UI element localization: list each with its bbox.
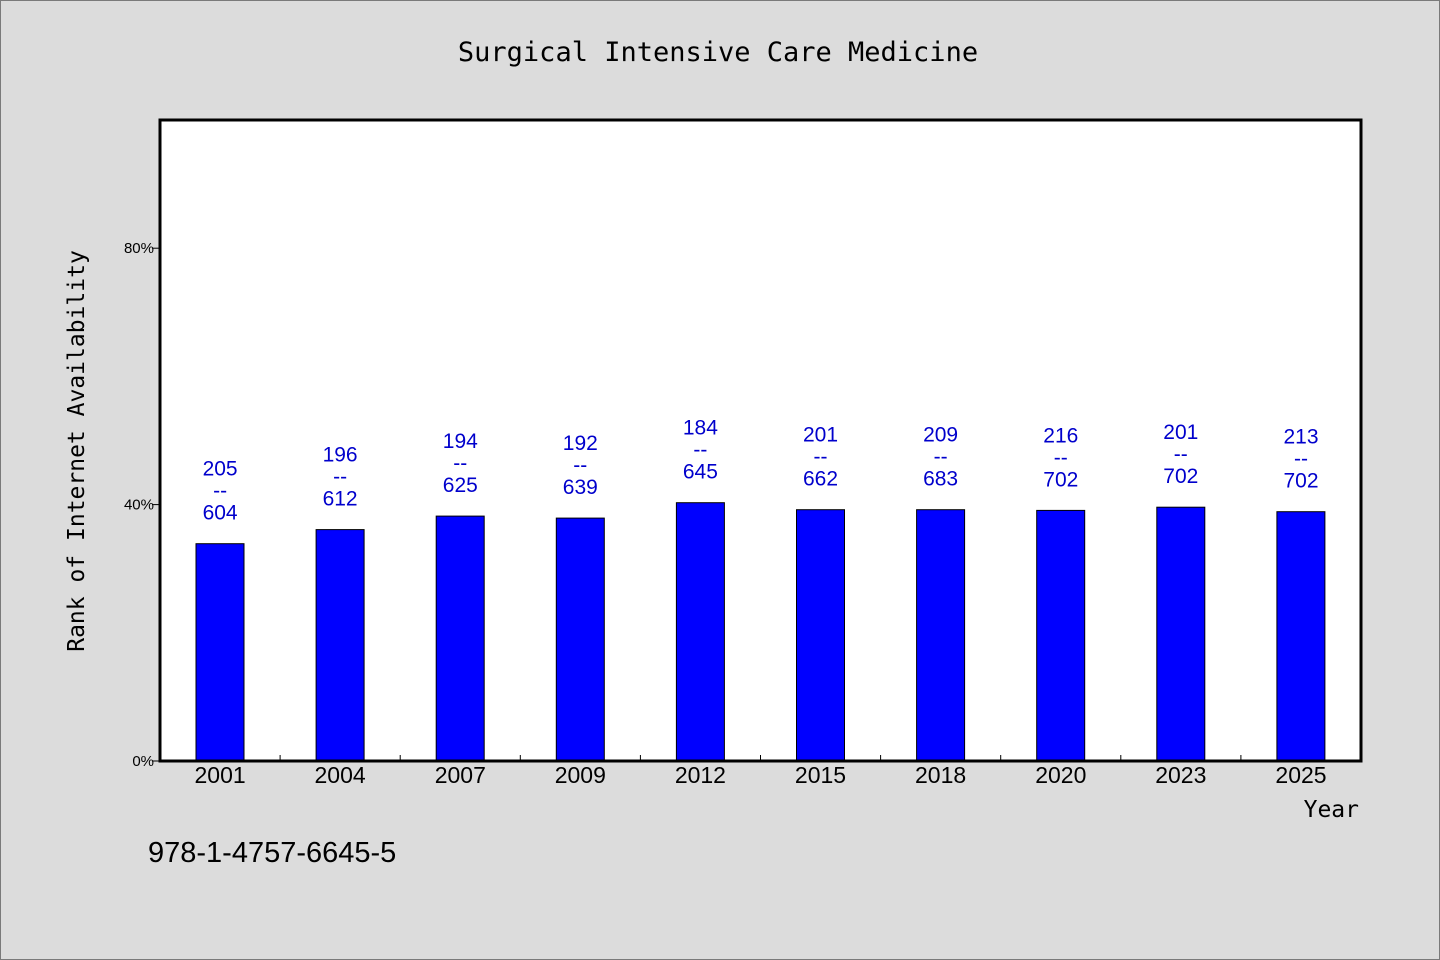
bar-2009 [555, 517, 605, 762]
x-axis-label: Year [1304, 797, 1359, 823]
data-label-bottom-2001: 604 [203, 502, 238, 525]
data-labels-layer: 205--604196--612194--625192--639184--645… [203, 417, 1319, 525]
data-label-bottom-2018: 683 [923, 468, 958, 491]
data-label-top-2025: 213 [1283, 426, 1318, 449]
data-label-separator-2004: -- [333, 466, 347, 489]
x-tick-label-2020: 2020 [1035, 762, 1086, 788]
data-label-bottom-2023: 702 [1163, 465, 1198, 488]
bar-2007 [435, 515, 485, 762]
bar-2004 [315, 529, 365, 762]
data-label-top-2004: 196 [323, 444, 358, 467]
data-label-separator-2001: -- [213, 480, 227, 503]
bar-2012 [675, 502, 725, 762]
bars-layer [195, 502, 1326, 762]
bar-2018 [916, 509, 966, 762]
bar-2015 [796, 509, 845, 762]
data-label-top-2009: 192 [563, 432, 598, 455]
x-tick-label-2004: 2004 [315, 762, 366, 788]
bar-2001 [195, 543, 245, 762]
x-tick-label-2015: 2015 [795, 762, 846, 788]
data-label-separator-2023: -- [1174, 443, 1188, 466]
x-tick-label-2012: 2012 [675, 762, 726, 788]
y-axis-label: Rank of Internet Availability [64, 250, 90, 652]
data-label-bottom-2015: 662 [803, 468, 838, 491]
y-tick-label-40: 40% [124, 497, 154, 514]
data-label-bottom-2025: 702 [1283, 470, 1318, 493]
data-label-separator-2015: -- [814, 446, 828, 469]
data-label-bottom-2007: 625 [443, 474, 478, 497]
data-label-bottom-2020: 702 [1043, 468, 1078, 491]
bar-2025 [1276, 511, 1326, 762]
x-tick-label-2018: 2018 [915, 762, 966, 788]
data-label-separator-2018: -- [934, 446, 948, 469]
y-tick-label-0: 0% [132, 753, 154, 770]
footer-isbn: 978-1-4757-6645-5 [148, 837, 396, 869]
data-label-bottom-2009: 639 [563, 476, 598, 499]
y-tick-label-80: 80% [124, 240, 154, 257]
data-label-bottom-2004: 612 [323, 488, 358, 511]
data-label-top-2023: 201 [1163, 421, 1198, 444]
data-label-separator-2020: -- [1054, 446, 1068, 469]
data-label-top-2020: 216 [1043, 424, 1078, 447]
x-tick-label-2001: 2001 [195, 762, 246, 788]
bar-2020 [1036, 509, 1086, 762]
x-tick-label-2007: 2007 [435, 762, 486, 788]
data-label-separator-2025: -- [1294, 448, 1308, 471]
bar-2023 [1156, 506, 1206, 762]
x-tick-label-2025: 2025 [1275, 762, 1326, 788]
data-label-top-2015: 201 [803, 424, 838, 447]
data-label-top-2018: 209 [923, 424, 958, 447]
data-label-separator-2012: -- [693, 439, 707, 462]
data-label-bottom-2012: 645 [683, 461, 718, 484]
y-axis-ticks: 0% 40% 80% [124, 240, 160, 770]
x-tick-label-2023: 2023 [1155, 762, 1206, 788]
data-label-top-2012: 184 [683, 417, 718, 440]
data-label-top-2001: 205 [203, 458, 238, 481]
data-label-separator-2009: -- [573, 454, 587, 477]
x-tick-label-2009: 2009 [555, 762, 606, 788]
plot-border [158, 118, 1363, 763]
chart-title: Surgical Intensive Care Medicine [458, 37, 978, 68]
data-label-top-2007: 194 [443, 430, 478, 453]
data-label-separator-2007: -- [453, 452, 467, 475]
